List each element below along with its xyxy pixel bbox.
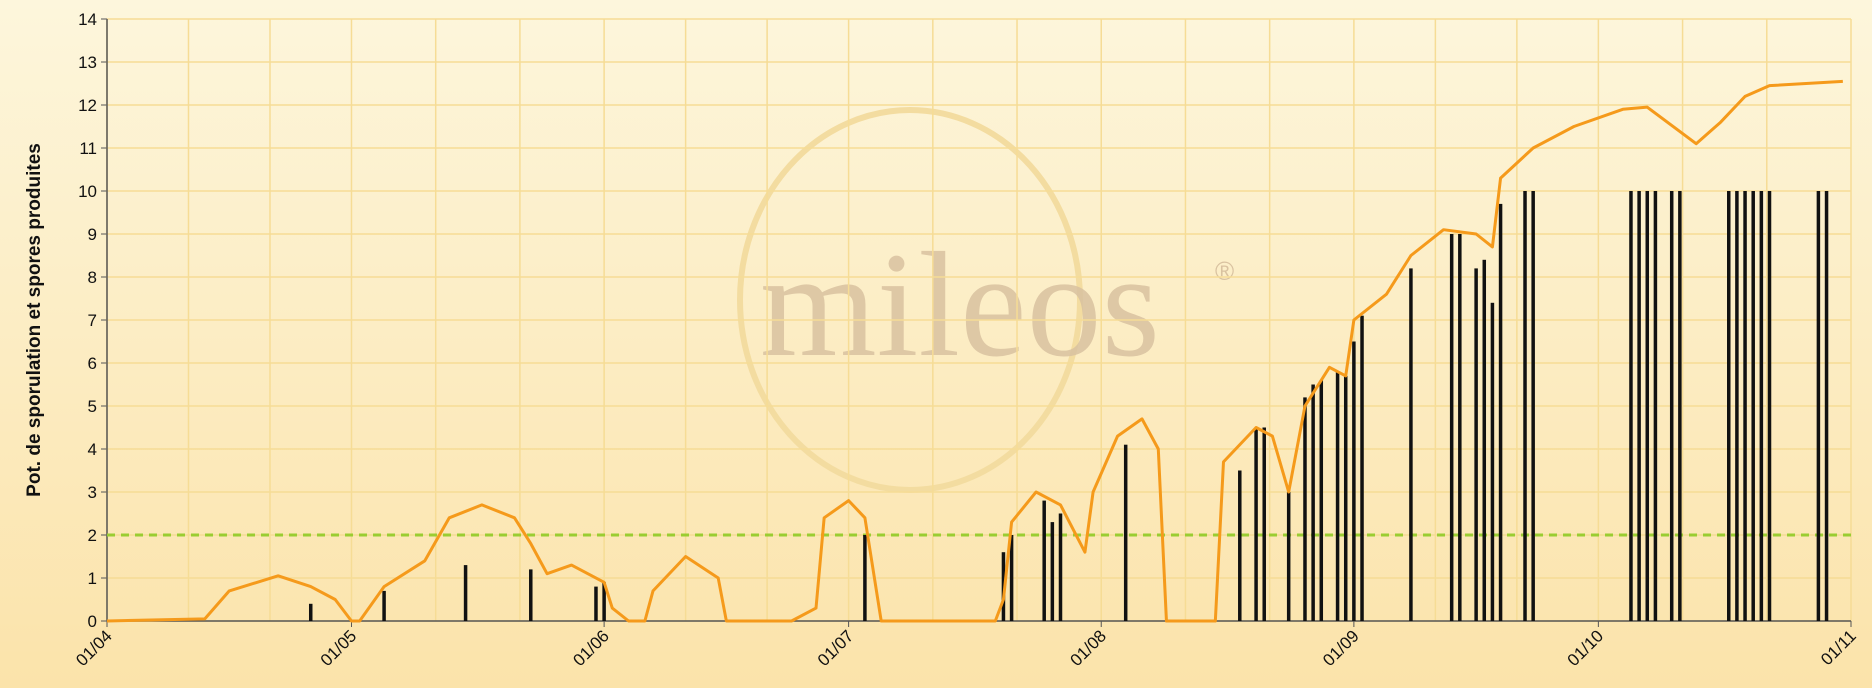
bar bbox=[382, 590, 386, 621]
bar bbox=[308, 603, 313, 621]
y-tick-label: 5 bbox=[88, 397, 97, 416]
bar bbox=[1352, 341, 1356, 621]
bar bbox=[1743, 191, 1747, 621]
bar bbox=[1637, 191, 1641, 621]
bar bbox=[602, 582, 606, 621]
y-tick-label: 2 bbox=[88, 526, 97, 545]
bar bbox=[1449, 234, 1454, 621]
bar bbox=[1759, 191, 1764, 621]
bar bbox=[1767, 191, 1772, 621]
bar bbox=[1629, 191, 1633, 621]
y-tick-label: 7 bbox=[88, 311, 97, 330]
bar bbox=[1678, 191, 1682, 621]
bar bbox=[1238, 470, 1242, 621]
watermark-mark: ® bbox=[1215, 256, 1234, 286]
bar bbox=[1303, 397, 1307, 621]
bar bbox=[1490, 302, 1495, 621]
bar bbox=[1058, 513, 1063, 621]
bar bbox=[1523, 191, 1527, 621]
bar bbox=[1458, 234, 1462, 621]
y-tick-label: 14 bbox=[78, 10, 97, 29]
bar bbox=[1009, 535, 1014, 621]
y-tick-label: 10 bbox=[78, 182, 97, 201]
bar bbox=[1669, 191, 1674, 621]
y-tick-label: 12 bbox=[78, 96, 97, 115]
y-tick-label: 9 bbox=[88, 225, 97, 244]
y-tick-label: 1 bbox=[88, 569, 97, 588]
bar bbox=[1645, 191, 1650, 621]
bar bbox=[1751, 191, 1755, 621]
bar bbox=[463, 565, 468, 621]
bar bbox=[1319, 380, 1324, 621]
bar bbox=[1474, 268, 1478, 621]
y-axis-label: Pot. de sporulation et spores produites bbox=[24, 143, 45, 497]
bar bbox=[1042, 500, 1046, 621]
bar bbox=[1531, 191, 1535, 621]
bar bbox=[1498, 203, 1503, 621]
y-tick-label: 11 bbox=[79, 139, 97, 158]
watermark-ring bbox=[737, 107, 1083, 493]
bar bbox=[1335, 371, 1340, 621]
bar bbox=[1343, 375, 1348, 621]
bar bbox=[594, 586, 598, 621]
line bbox=[106, 79, 1843, 623]
bar bbox=[1482, 259, 1487, 621]
watermark: mileos bbox=[760, 222, 1160, 388]
bar bbox=[1360, 315, 1364, 621]
bar bbox=[1409, 268, 1413, 621]
bar bbox=[529, 569, 533, 621]
bar bbox=[1254, 427, 1258, 621]
bar bbox=[1824, 191, 1829, 621]
bar bbox=[1123, 444, 1128, 621]
bar bbox=[1727, 191, 1731, 621]
y-tick-label: 4 bbox=[88, 440, 97, 459]
bar bbox=[1311, 384, 1315, 621]
bar bbox=[1286, 492, 1291, 621]
y-tick-label: 6 bbox=[88, 354, 97, 373]
y-tick-label: 3 bbox=[88, 483, 97, 502]
bar bbox=[1050, 522, 1055, 621]
y-tick-label: 13 bbox=[78, 53, 97, 72]
bar bbox=[1262, 427, 1266, 621]
bar bbox=[1653, 191, 1658, 621]
y-tick-label: 0 bbox=[88, 612, 97, 631]
bar bbox=[863, 535, 867, 621]
bar bbox=[1816, 191, 1821, 621]
y-tick-label: 8 bbox=[88, 268, 97, 287]
bar bbox=[1735, 191, 1739, 621]
